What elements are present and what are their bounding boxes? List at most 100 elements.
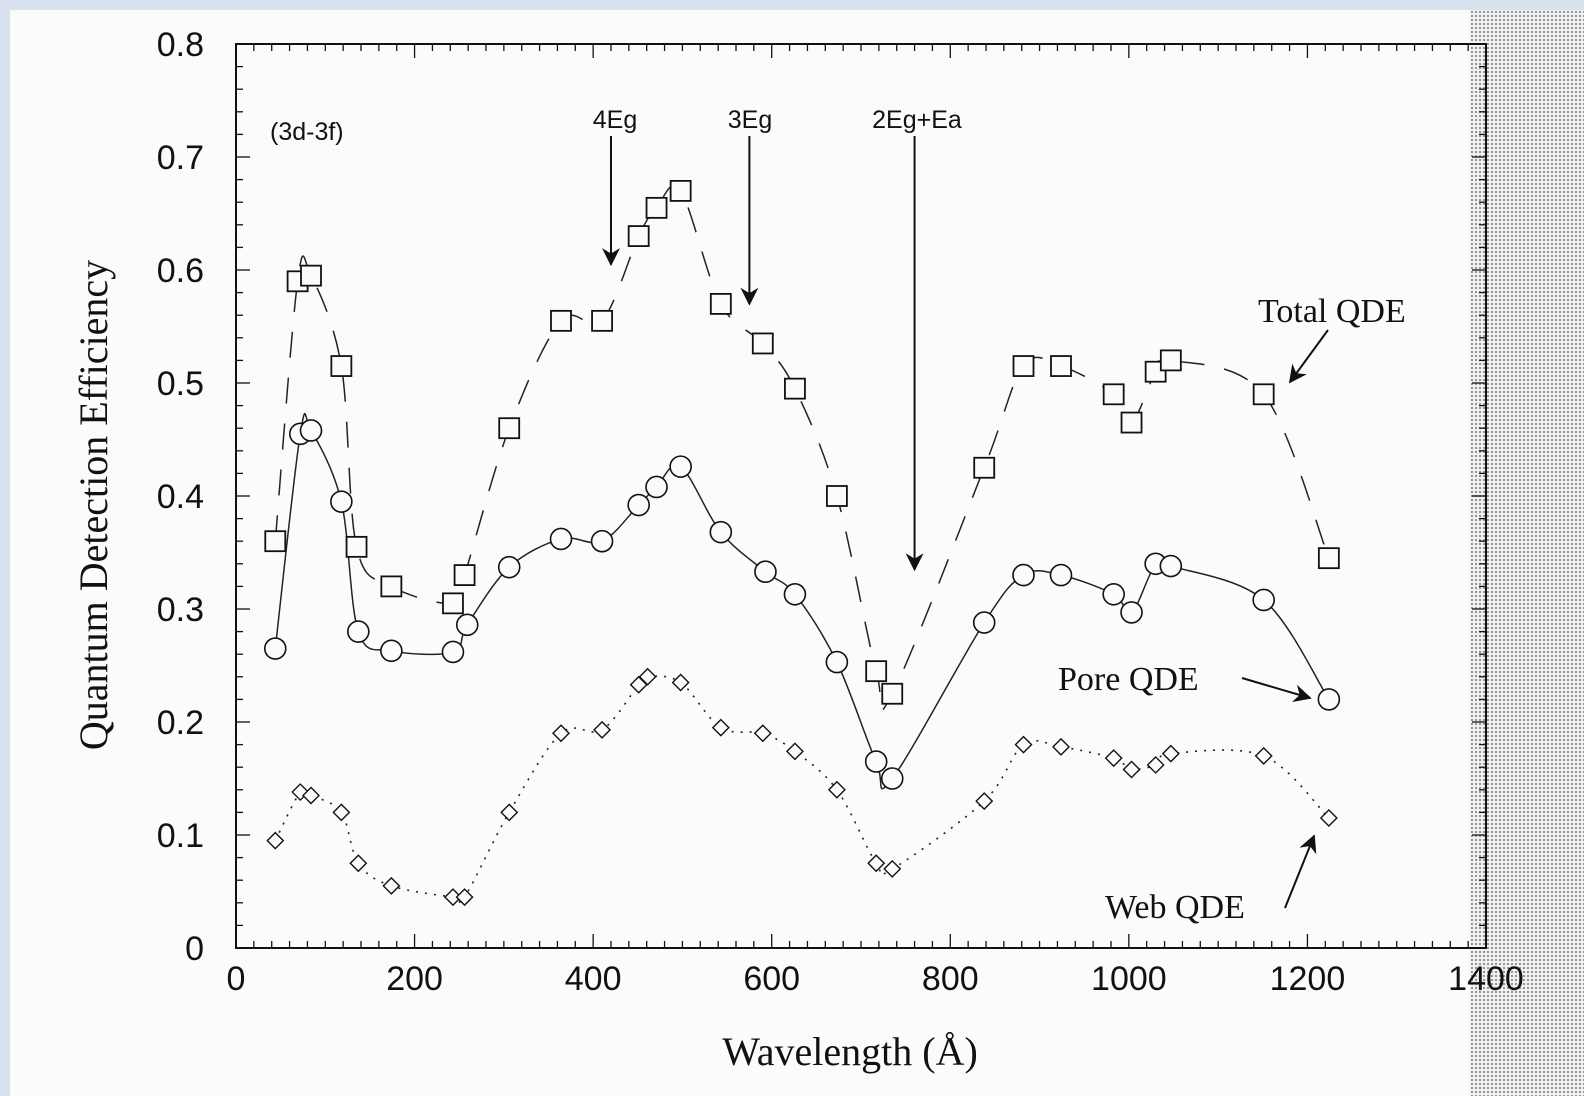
y-tick-label: 0.1 [157,817,204,855]
web-qde-point [593,720,612,739]
scan-texture [1470,10,1584,1096]
pore-qde-point [972,611,996,634]
web-qde-point [671,673,690,692]
pore-qde-point [497,555,521,579]
axes-frame [235,43,1487,949]
web-qde-point [332,803,351,822]
pore-qde-point [880,767,904,790]
figure-page: 0 200 400 600 800 1000 1200 1400 0 0.1 0.2 0.3 0.4 0.… [10,10,1584,1096]
total-qde-point [264,530,287,553]
total-qde-point [751,332,774,355]
web-qde-point [1052,737,1070,756]
annotation-4eg: 4Eg [593,106,637,134]
pore-qde-point [330,490,353,513]
total-qde-point [453,564,476,586]
total-qde-line [274,184,1330,711]
x-tick-label: 400 [565,960,622,998]
pore-qde-point [709,520,733,544]
total-qde-point [627,225,650,248]
pore-qde-arrow [1241,677,1312,703]
web-qde-point [827,780,846,799]
web-qde-point [500,803,519,822]
pore-qde-point [1252,588,1275,612]
web-qde-point [638,667,657,686]
pore-qde-point [669,455,692,478]
panel-label: (3d-3f) [270,118,344,146]
total-qde-arrow [1288,329,1329,384]
y-tick-label: 0.3 [157,591,204,629]
web-qde-point [867,854,886,873]
total-qde-point [1050,355,1072,377]
series-label-arrows [1241,329,1329,909]
pore-qde-point [1120,601,1143,624]
web-qde-point [883,859,902,878]
web-qde-point [753,724,772,743]
y-tick-label: 0.4 [157,478,204,516]
plot-frame [235,43,1487,949]
tick-labels: 0 200 400 600 800 1000 1200 1400 0 0.1 0.2 0.3 0.4 0.… [157,26,1524,998]
pore-qde-point [347,620,370,643]
web-qde-point [1122,760,1141,779]
total-qde-point [330,355,353,377]
pore-qde-point [1012,563,1035,587]
web-qde-arrow [1284,834,1317,909]
pore-qde-point [1317,688,1341,711]
series-lines [274,184,1330,905]
total-qde-point [380,575,403,598]
label-total-qde: Total QDE [1258,293,1406,330]
pore-qde-point [1102,583,1125,606]
total-qde-point [1317,547,1340,570]
web-qde-point [349,854,368,873]
y-tick-label: 0.8 [157,26,204,64]
pore-qde-point [455,613,479,637]
total-qde-point [591,309,613,332]
pore-qde-point [549,527,573,551]
y-axis-title: Quantum Detection Efficiency [71,260,116,750]
total-qde-point [345,535,368,558]
y-tick-label: 0.6 [157,252,204,290]
total-qde-point [442,592,464,615]
web-qde-point [1319,809,1338,828]
total-qde-point [865,660,888,683]
web-qde-point [1254,746,1273,765]
x-tick-label: 1200 [1270,960,1346,998]
total-qde-point [550,309,572,332]
total-qde-point [1252,383,1275,406]
label-web-qde: Web QDE [1105,889,1245,926]
y-tick-label: 0 [185,930,204,968]
total-qde-point [709,292,732,315]
x-tick-label: 1400 [1448,960,1524,998]
annotation-2eg-ea: 2Eg+Ea [872,106,962,134]
web-qde-point [455,888,474,907]
pore-qde-point [627,493,650,517]
y-tick-label: 0.2 [157,704,204,742]
pore-qde-point [380,639,403,663]
web-qde-point [1014,735,1033,754]
x-tick-label: 600 [743,960,800,998]
web-qde-point [302,786,320,805]
total-qde-point [1120,411,1143,434]
y-tick-label: 0.5 [157,365,204,403]
x-axis-title: Wavelength (Å) [722,1029,978,1074]
web-qde-point [382,876,401,895]
pore-qde-point [783,583,807,606]
x-tick-label: 800 [922,960,979,998]
web-qde-line [274,675,1330,905]
y-tick-label: 0.7 [157,139,204,177]
total-qde-point [1012,355,1035,377]
pore-qde-point [441,640,465,664]
total-qde-point [973,456,996,479]
annotation-3eg: 3Eg [728,106,772,134]
total-qde-point [1159,349,1182,372]
web-qde-point [1104,749,1123,768]
web-qde-point [785,742,804,761]
pore-qde-point [1159,554,1183,578]
pore-qde-point [864,750,888,773]
total-qde-point [645,196,668,219]
pore-qde-point [754,560,777,584]
x-tick-label: 0 [227,960,246,998]
web-qde-point [552,724,570,743]
web-qde-point [266,831,285,850]
total-qde-point [300,264,322,287]
pore-qde-point [645,475,668,499]
